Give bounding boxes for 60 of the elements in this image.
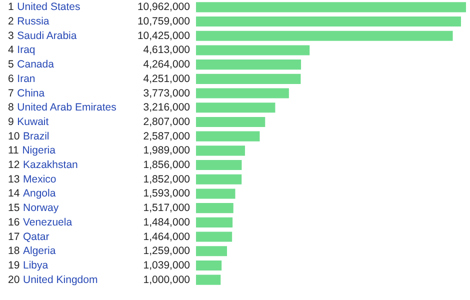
data-label: 4,264,000 bbox=[143, 58, 190, 71]
bar bbox=[196, 88, 289, 98]
data-label: 1,484,000 bbox=[143, 216, 190, 228]
bar bbox=[196, 45, 310, 56]
y-tick-label: 9 Kuwait bbox=[8, 116, 49, 128]
y-tick-label: 1 United States bbox=[8, 1, 80, 14]
y-tick-label: 4 Iraq bbox=[8, 44, 36, 56]
bar bbox=[196, 30, 453, 41]
y-tick-label: 19 Libya bbox=[8, 259, 48, 272]
bar bbox=[196, 102, 276, 113]
bar bbox=[196, 60, 302, 70]
data-label: 1,464,000 bbox=[143, 230, 190, 243]
y-tick-label: 10 Brazil bbox=[8, 130, 50, 142]
data-label: 10,759,000 bbox=[137, 16, 190, 28]
data-label: 1,517,000 bbox=[143, 202, 190, 214]
bar bbox=[196, 146, 245, 156]
bar bbox=[196, 232, 232, 242]
bar bbox=[196, 188, 236, 199]
bar bbox=[196, 131, 260, 142]
bar bbox=[196, 274, 221, 285]
y-tick-label: 3 Saudi Arabia bbox=[8, 30, 77, 42]
y-tick-label: 11 Nigeria bbox=[8, 144, 56, 157]
data-label: 4,251,000 bbox=[143, 72, 190, 85]
data-label: 4,613,000 bbox=[143, 44, 190, 56]
data-label: 1,852,000 bbox=[143, 173, 190, 186]
data-label: 1,259,000 bbox=[143, 245, 190, 258]
y-tick-label: 13 Mexico bbox=[8, 173, 56, 186]
bar bbox=[196, 217, 233, 228]
y-tick-label: 8 United Arab Emirates bbox=[8, 102, 116, 114]
data-label: 1,593,000 bbox=[143, 188, 190, 200]
data-label: 2,587,000 bbox=[143, 130, 190, 142]
y-tick-label: 6 Iran bbox=[8, 72, 36, 85]
y-tick-label: 14 Angola bbox=[8, 188, 56, 200]
y-tick-label: 16 Venezuela bbox=[8, 216, 72, 228]
bar bbox=[196, 16, 461, 27]
bar bbox=[196, 203, 234, 214]
bar bbox=[196, 160, 242, 170]
y-tick-label: 15 Norway bbox=[8, 202, 60, 214]
bar bbox=[196, 74, 301, 84]
data-label: 2,807,000 bbox=[143, 116, 190, 128]
data-label: 3,773,000 bbox=[143, 87, 190, 100]
bar bbox=[196, 246, 228, 256]
data-label: 1,000,000 bbox=[143, 274, 190, 286]
y-tick-label: 20 United Kingdom bbox=[8, 274, 98, 286]
y-tick-label: 5 Canada bbox=[8, 58, 54, 71]
y-tick-label: 12 Kazakhstan bbox=[8, 159, 78, 172]
y-tick-label: 18 Algeria bbox=[8, 245, 56, 258]
y-tick-label: 7 China bbox=[8, 87, 45, 100]
data-label: 1,989,000 bbox=[143, 144, 190, 157]
data-label: 1,039,000 bbox=[143, 259, 190, 272]
data-label: 3,216,000 bbox=[143, 102, 190, 114]
bar bbox=[196, 2, 466, 12]
bar bbox=[196, 260, 222, 270]
data-label: 1,856,000 bbox=[143, 159, 190, 172]
data-label: 10,962,000 bbox=[137, 1, 190, 14]
y-tick-label: 2 Russia bbox=[8, 16, 50, 28]
bar bbox=[196, 116, 266, 127]
y-tick-label: 17 Qatar bbox=[8, 230, 50, 243]
bar bbox=[196, 174, 242, 184]
data-label: 10,425,000 bbox=[137, 30, 190, 42]
